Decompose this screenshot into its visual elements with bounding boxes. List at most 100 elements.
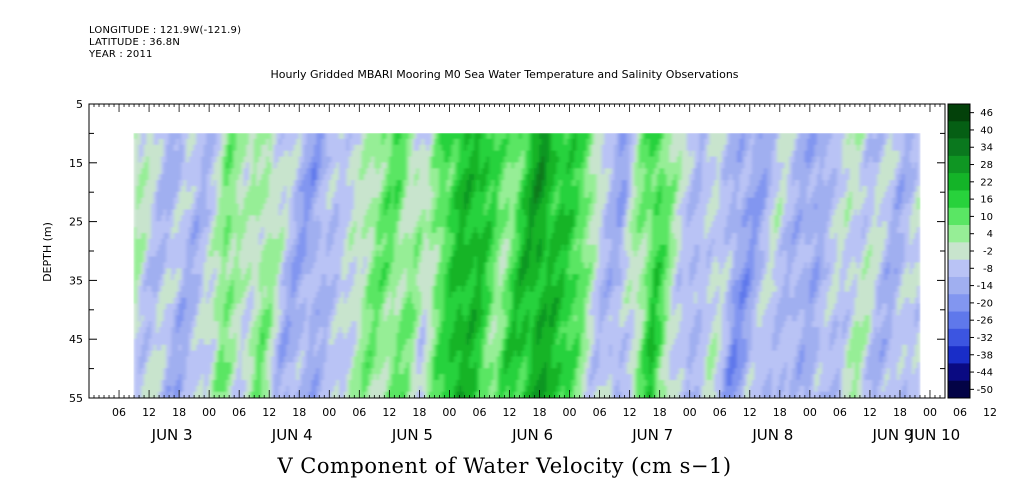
heatmap-cell	[213, 391, 218, 398]
heatmap-cell	[321, 274, 325, 281]
heatmap-cell	[183, 391, 188, 398]
heatmap-cell	[283, 174, 288, 181]
heatmap-cell	[243, 197, 248, 205]
heatmap-cell	[378, 274, 383, 281]
heatmap-cell	[316, 168, 320, 175]
heatmap-cell	[391, 191, 395, 199]
heatmap-cell	[216, 180, 220, 187]
heatmap-cell	[313, 303, 318, 311]
heatmap-cell	[323, 185, 328, 193]
heatmap-cell	[348, 203, 353, 211]
heatmap-cell	[373, 203, 378, 211]
heatmap-cell	[291, 309, 295, 317]
heatmap-cell	[316, 256, 320, 264]
heatmap-cell	[388, 303, 393, 311]
heatmap-cell	[138, 162, 142, 170]
heatmap-cell	[183, 215, 188, 222]
heatmap-cell	[328, 379, 333, 387]
heatmap-cell	[166, 280, 170, 287]
heatmap-cell	[231, 180, 235, 187]
heatmap-cell	[216, 285, 220, 293]
heatmap-cell	[378, 362, 383, 369]
heatmap-cell	[296, 368, 300, 375]
heatmap-cell	[201, 309, 205, 317]
heatmap-cell	[176, 185, 180, 193]
heatmap-cell	[281, 191, 285, 199]
heatmap-cell	[136, 291, 140, 299]
heatmap-cell	[378, 250, 383, 258]
heatmap-cell	[171, 203, 175, 211]
heatmap-cell	[273, 215, 278, 222]
heatmap-cell	[326, 138, 330, 146]
heatmap-cell	[196, 344, 200, 352]
heatmap-cell	[193, 368, 198, 375]
heatmap-cell	[221, 274, 225, 281]
heatmap-cell	[148, 285, 152, 293]
heatmap-cell	[161, 138, 165, 146]
heatmap-cell	[133, 309, 137, 317]
heatmap-cell	[236, 209, 240, 217]
heatmap-cell	[316, 191, 320, 199]
heatmap-cell	[173, 215, 177, 222]
heatmap-cell	[163, 385, 167, 393]
heatmap-cell	[378, 168, 383, 175]
heatmap-cell	[161, 315, 165, 322]
heatmap-cell	[276, 344, 280, 352]
heatmap-cell	[406, 280, 410, 287]
heatmap-cell	[166, 133, 170, 140]
heatmap-cell	[206, 280, 210, 287]
heatmap-cell	[276, 332, 280, 340]
heatmap-cell	[296, 315, 300, 322]
heatmap-cell	[166, 332, 170, 340]
heatmap-cell	[228, 327, 233, 334]
heatmap-cell	[351, 332, 355, 340]
heatmap-cell	[271, 309, 275, 317]
heatmap-cell	[321, 350, 325, 358]
heatmap-cell	[261, 203, 265, 211]
heatmap-cell	[291, 174, 295, 181]
heatmap-cell	[311, 280, 315, 287]
heatmap-cell	[196, 227, 200, 234]
heatmap-cell	[286, 374, 290, 381]
heatmap-cell	[318, 379, 323, 387]
heatmap-cell	[151, 321, 155, 328]
heatmap-cell	[231, 321, 235, 328]
heatmap-cell	[391, 332, 395, 340]
heatmap-cell	[368, 309, 373, 317]
heatmap-cell	[203, 356, 208, 364]
heatmap-cell	[346, 362, 350, 369]
heatmap-cell	[383, 238, 388, 246]
heatmap-cell	[158, 138, 162, 146]
heatmap-cell	[288, 203, 293, 211]
heatmap-cell	[298, 138, 303, 146]
heatmap-cell	[216, 197, 220, 205]
heatmap-cell	[273, 168, 278, 175]
heatmap-cell	[281, 144, 285, 152]
heatmap-cell	[286, 291, 290, 299]
heatmap-cell	[321, 221, 325, 228]
heatmap-cell	[311, 150, 315, 158]
heatmap-cell	[201, 144, 205, 152]
heatmap-cell	[248, 356, 253, 364]
heatmap-cell	[243, 203, 248, 211]
heatmap-cell	[261, 191, 265, 199]
heatmap-cell	[216, 256, 220, 264]
heatmap-cell	[201, 368, 205, 375]
heatmap-cell	[171, 227, 175, 234]
heatmap-cell	[363, 297, 368, 305]
heatmap-cell	[343, 327, 348, 334]
heatmap-cell	[181, 291, 185, 299]
heatmap-cell	[223, 180, 228, 187]
heatmap-cell	[268, 315, 273, 322]
heatmap-cell	[398, 391, 403, 398]
heatmap-cell	[353, 374, 358, 381]
heatmap-cell	[238, 262, 243, 270]
heatmap-cell	[396, 232, 400, 240]
heatmap-cell	[198, 203, 203, 211]
heatmap-cell	[393, 332, 398, 340]
heatmap-cell	[323, 315, 328, 322]
heatmap-cell	[291, 197, 295, 205]
heatmap-cell	[216, 174, 220, 181]
heatmap-cell	[311, 203, 315, 211]
heatmap-cell	[358, 368, 363, 375]
